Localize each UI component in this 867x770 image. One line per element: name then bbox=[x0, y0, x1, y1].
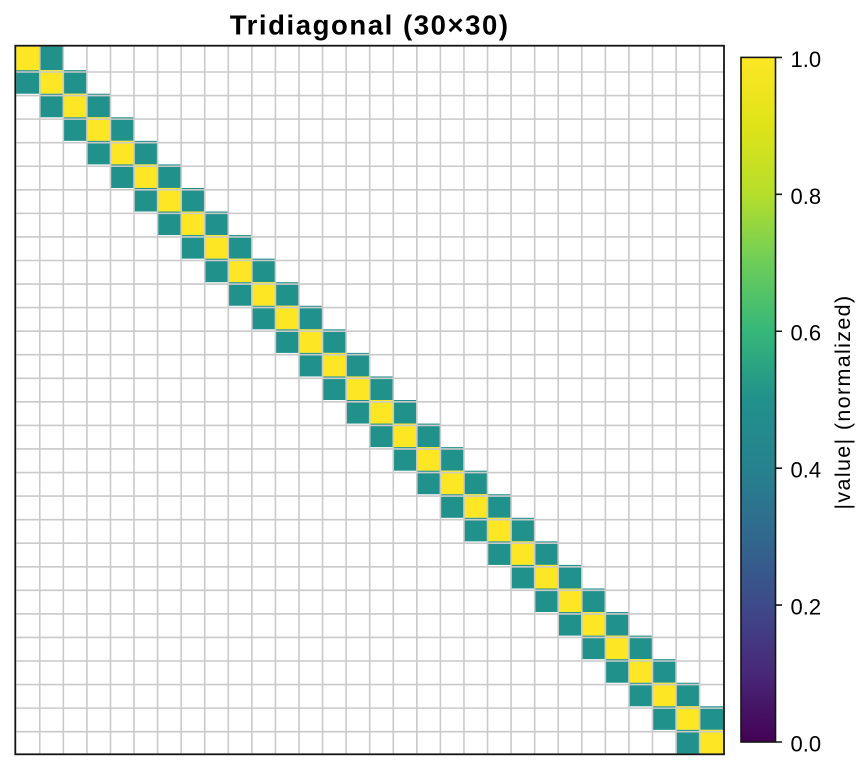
svg-text:0.0: 0.0 bbox=[791, 732, 822, 757]
svg-text:0.4: 0.4 bbox=[791, 458, 822, 483]
svg-text:0.2: 0.2 bbox=[791, 595, 822, 620]
svg-text:0.8: 0.8 bbox=[791, 184, 822, 209]
svg-text:0.6: 0.6 bbox=[791, 321, 822, 346]
svg-text:Tridiagonal (30×30): Tridiagonal (30×30) bbox=[230, 10, 510, 41]
svg-text:|value| (normalized): |value| (normalized) bbox=[831, 294, 855, 509]
svg-text:1.0: 1.0 bbox=[791, 47, 822, 72]
